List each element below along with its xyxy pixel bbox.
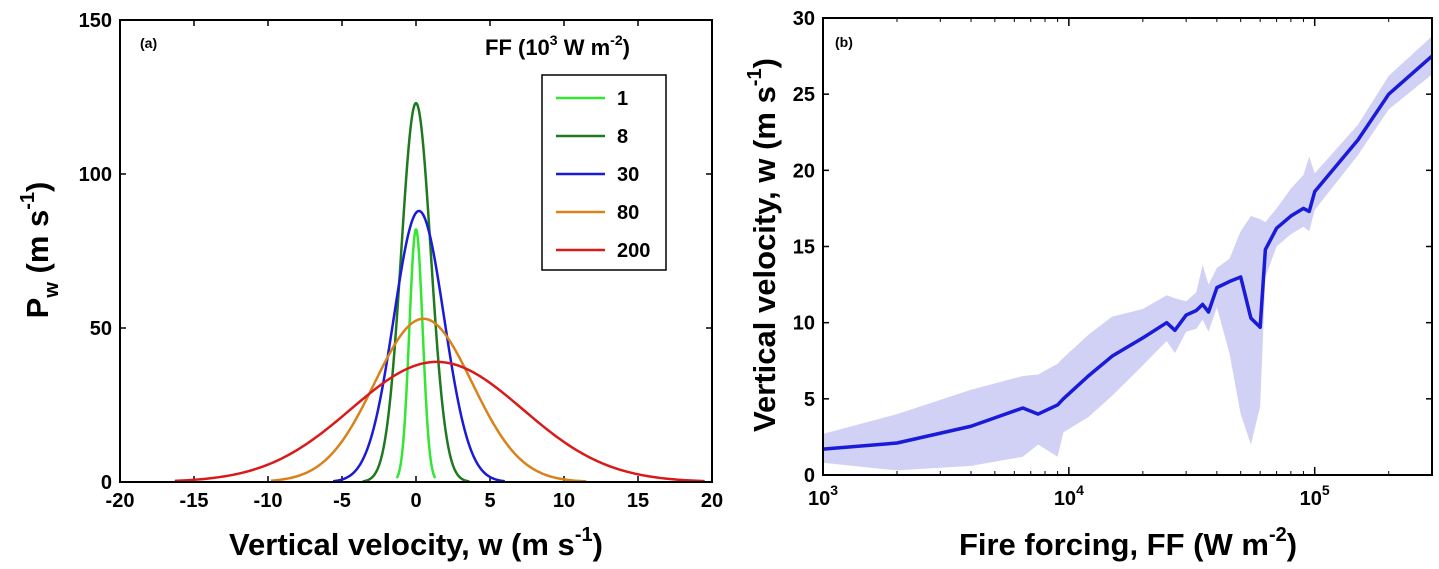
legend-label-200: 200 bbox=[617, 240, 650, 262]
panel-b-y-tick-label: 5 bbox=[804, 389, 815, 411]
panel-b-mean-line bbox=[822, 54, 1434, 451]
panel-a-x-tick-label: 5 bbox=[484, 490, 495, 512]
series-line-ff-8 bbox=[362, 101, 470, 483]
panel-b: 0 5 10 15 20 25 30 103 104 105 (b) Fire forcing, … bbox=[744, 8, 1434, 562]
panel-b-axes-frame bbox=[822, 17, 1433, 476]
panel-a-x-tick-label: 15 bbox=[627, 490, 649, 512]
panel-a-x-tick-label: 20 bbox=[701, 490, 723, 512]
panel-a-x-tick-label: -10 bbox=[254, 490, 283, 512]
uncertainty-band bbox=[823, 36, 1432, 471]
panel-a-x-tick-label: -20 bbox=[106, 490, 135, 512]
series-line-ff-80 bbox=[270, 317, 587, 483]
panel-b-y-tick-label: 20 bbox=[793, 160, 815, 182]
panel-a-x-tick-label: -5 bbox=[333, 490, 351, 512]
legend-label-30: 30 bbox=[617, 164, 639, 186]
panel-b-y-tick-label: 0 bbox=[804, 465, 815, 487]
panel-a-x-axis-label: Vertical velocity, w (m s-1) bbox=[229, 524, 603, 562]
panel-a-x-tick-label: 0 bbox=[410, 490, 421, 512]
panel-b-label: (b) bbox=[835, 34, 853, 50]
panel-a-x-tick-label: -15 bbox=[180, 490, 209, 512]
legend-label-8: 8 bbox=[617, 126, 628, 148]
legend-entries: 1 8 30 80 200 bbox=[556, 88, 650, 262]
panel-a-y-tick-label: 100 bbox=[79, 164, 112, 186]
series-line-ff-1 bbox=[395, 227, 437, 479]
panel-b-y-tick-label: 30 bbox=[793, 8, 815, 30]
legend-title: FF (103 W m-2) bbox=[485, 32, 630, 60]
legend-label-1: 1 bbox=[617, 88, 628, 110]
panel-b-y-tick-label: 25 bbox=[793, 84, 815, 106]
panel-b-x-axis-label: Fire forcing, FF (W m-2) bbox=[959, 524, 1297, 562]
series-line-ff-200 bbox=[174, 360, 705, 483]
series-line-ff-30 bbox=[332, 209, 505, 483]
panel-a-y-tick-label: 50 bbox=[90, 318, 112, 340]
panel-a-y-axis-label: Pw (m s-1) bbox=[17, 182, 63, 319]
panel-a-label: (a) bbox=[140, 35, 157, 51]
mean-velocity-line bbox=[822, 54, 1434, 451]
panel-b-x-tick-label: 105 bbox=[1300, 482, 1330, 510]
panel-a-curves bbox=[174, 101, 705, 483]
panel-a-axes-frame bbox=[119, 19, 713, 483]
panel-b-x-tick-label: 104 bbox=[1054, 482, 1084, 510]
legend-label-80: 80 bbox=[617, 202, 639, 224]
panel-a-y-tick-label: 0 bbox=[101, 472, 112, 494]
panel-a-y-tick-label: 150 bbox=[79, 10, 112, 32]
panel-b-uncertainty-band bbox=[823, 36, 1432, 471]
legend-box bbox=[541, 74, 667, 271]
panel-b-y-tick-label: 15 bbox=[793, 237, 815, 259]
panel-b-x-tick-label: 103 bbox=[808, 482, 838, 510]
panel-b-y-axis-label: Vertical velocity, w (m s-1) bbox=[744, 58, 782, 432]
panel-b-y-tick-label: 10 bbox=[793, 313, 815, 335]
panel-a-x-tick-label: 10 bbox=[553, 490, 575, 512]
